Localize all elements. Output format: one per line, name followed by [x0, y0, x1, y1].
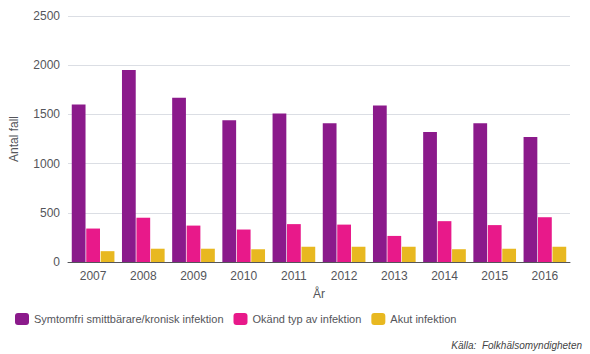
- svg-text:2007: 2007: [80, 269, 107, 283]
- svg-text:2014: 2014: [431, 269, 458, 283]
- svg-text:0: 0: [53, 255, 60, 269]
- svg-text:2009: 2009: [180, 269, 207, 283]
- svg-text:2008: 2008: [130, 269, 157, 283]
- svg-text:2000: 2000: [33, 58, 60, 72]
- svg-text:1500: 1500: [33, 107, 60, 121]
- svg-text:2013: 2013: [381, 269, 408, 283]
- svg-text:2500: 2500: [33, 9, 60, 23]
- svg-text:Symtomfri smittbärare/kronisk: Symtomfri smittbärare/kronisk infektion: [34, 313, 224, 325]
- svg-text:2016: 2016: [532, 269, 559, 283]
- svg-text:2015: 2015: [481, 269, 508, 283]
- svg-text:1000: 1000: [33, 157, 60, 171]
- svg-text:Okänd typ av infektion: Okänd typ av infektion: [252, 313, 361, 325]
- svg-text:Antal fall: Antal fall: [7, 116, 21, 162]
- svg-text:2011: 2011: [281, 269, 307, 283]
- svg-text:Källa: Folkhälsomyndigheten: Källa: Folkhälsomyndigheten: [451, 340, 582, 351]
- svg-text:2012: 2012: [331, 269, 358, 283]
- svg-text:2010: 2010: [230, 269, 257, 283]
- svg-text:År: År: [313, 286, 325, 301]
- svg-text:500: 500: [40, 206, 60, 220]
- svg-text:Akut infektion: Akut infektion: [390, 313, 456, 325]
